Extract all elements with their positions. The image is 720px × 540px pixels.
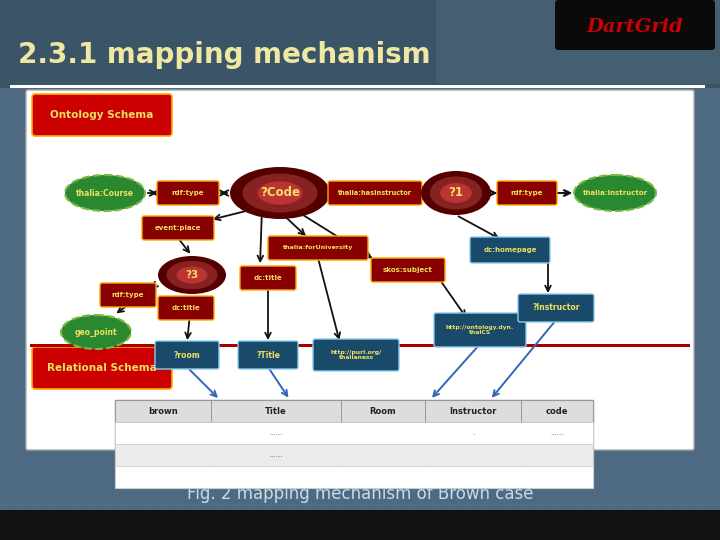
- Ellipse shape: [176, 266, 207, 284]
- FancyBboxPatch shape: [371, 258, 445, 282]
- Text: 2.3.1 mapping mechanism: 2.3.1 mapping mechanism: [18, 41, 431, 69]
- Ellipse shape: [440, 183, 472, 203]
- Text: Ontology Schema: Ontology Schema: [50, 110, 153, 120]
- Bar: [115, 400, 593, 488]
- Bar: [115, 422, 593, 444]
- Text: thalia:Course: thalia:Course: [76, 188, 134, 198]
- FancyBboxPatch shape: [555, 0, 715, 50]
- Ellipse shape: [243, 173, 318, 213]
- Bar: [115, 466, 593, 488]
- Text: brown: brown: [148, 407, 178, 415]
- Text: rdf:type: rdf:type: [172, 190, 204, 196]
- Text: ?Title: ?Title: [256, 350, 280, 360]
- Ellipse shape: [421, 171, 491, 215]
- FancyBboxPatch shape: [26, 90, 694, 450]
- Text: event:place: event:place: [155, 225, 202, 231]
- Text: ?Instructor: ?Instructor: [532, 303, 580, 313]
- FancyBboxPatch shape: [328, 181, 422, 205]
- Text: thalia:Instructor: thalia:Instructor: [582, 190, 647, 196]
- FancyBboxPatch shape: [497, 181, 557, 205]
- Ellipse shape: [258, 181, 302, 205]
- Text: http://ontology.dyn.
thalCS: http://ontology.dyn. thalCS: [446, 325, 514, 335]
- Ellipse shape: [230, 167, 330, 219]
- FancyBboxPatch shape: [268, 236, 368, 260]
- Ellipse shape: [158, 256, 226, 294]
- Bar: [115, 400, 593, 422]
- Text: rdf:type: rdf:type: [510, 190, 544, 196]
- Text: thalia:hasInstructor: thalia:hasInstructor: [338, 190, 412, 196]
- Ellipse shape: [61, 315, 131, 349]
- Text: code: code: [546, 407, 568, 415]
- Text: Relational Schema: Relational Schema: [47, 363, 157, 373]
- Bar: [211, 400, 212, 488]
- Ellipse shape: [166, 261, 217, 289]
- Ellipse shape: [65, 175, 145, 211]
- FancyBboxPatch shape: [238, 341, 298, 369]
- Bar: [10, 85, 705, 87]
- Text: ?Code: ?Code: [260, 186, 300, 199]
- Text: DartGrid: DartGrid: [587, 18, 683, 36]
- Bar: [115, 444, 593, 466]
- FancyBboxPatch shape: [100, 283, 156, 307]
- FancyBboxPatch shape: [518, 294, 594, 322]
- Text: skos:subject: skos:subject: [383, 267, 433, 273]
- FancyBboxPatch shape: [158, 296, 214, 320]
- Text: ?1: ?1: [449, 186, 464, 199]
- FancyBboxPatch shape: [313, 339, 399, 371]
- Text: Title: Title: [265, 407, 287, 415]
- FancyBboxPatch shape: [434, 313, 526, 347]
- FancyBboxPatch shape: [240, 266, 296, 290]
- FancyBboxPatch shape: [142, 216, 214, 240]
- Text: rdf:type: rdf:type: [112, 292, 144, 298]
- Text: ?room: ?room: [174, 350, 200, 360]
- Bar: [30, 344, 690, 347]
- FancyBboxPatch shape: [470, 237, 550, 263]
- Bar: [0, 0, 720, 88]
- Text: thalia:forUniversity: thalia:forUniversity: [283, 246, 354, 251]
- FancyBboxPatch shape: [32, 94, 172, 136]
- FancyBboxPatch shape: [157, 181, 219, 205]
- FancyBboxPatch shape: [436, 0, 720, 84]
- Bar: [0, 510, 720, 540]
- Text: ......: ......: [550, 430, 564, 436]
- Text: ?3: ?3: [185, 270, 199, 280]
- Ellipse shape: [574, 175, 656, 211]
- Text: dc:title: dc:title: [171, 305, 200, 311]
- Text: Instructor: Instructor: [449, 407, 497, 415]
- Text: Fig. 2 mapping mechanism of Brown case: Fig. 2 mapping mechanism of Brown case: [186, 485, 534, 503]
- FancyBboxPatch shape: [32, 347, 172, 389]
- Text: .: .: [472, 430, 474, 436]
- Text: http://purl.org/
thalianess: http://purl.org/ thalianess: [330, 350, 382, 360]
- Text: dc:homepage: dc:homepage: [483, 247, 536, 253]
- Text: ......: ......: [269, 430, 283, 436]
- FancyBboxPatch shape: [155, 341, 219, 369]
- Ellipse shape: [430, 177, 482, 210]
- Text: geo_point: geo_point: [75, 327, 117, 336]
- Bar: [341, 400, 342, 488]
- Text: dc:title: dc:title: [253, 275, 282, 281]
- Text: ......: ......: [269, 452, 283, 458]
- Bar: [425, 400, 426, 488]
- Text: Room: Room: [369, 407, 396, 415]
- Bar: [521, 400, 522, 488]
